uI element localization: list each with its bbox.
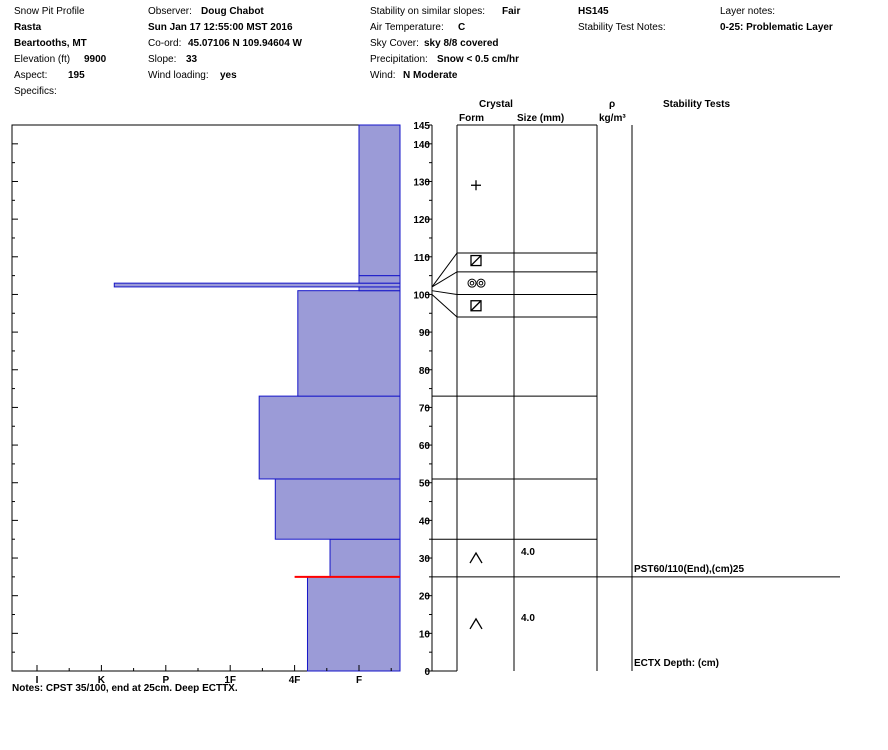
coord-value: 45.07106 N 109.94604 W (188, 38, 302, 49)
crystal-depth-hoar-icon (469, 617, 483, 630)
wind-loading-value: yes (220, 70, 237, 81)
hardness-x-label: 1F (224, 675, 236, 686)
depth-tick-label: 100 (413, 290, 430, 301)
crystal-form-cell (469, 551, 483, 564)
wind-value: N Moderate (403, 70, 458, 81)
stability-tests-header: Stability Tests (663, 99, 731, 110)
profile-title: Snow Pit Profile (14, 6, 85, 17)
crystal-header: Crystal (479, 99, 513, 110)
crystal-rounded-icon (467, 278, 477, 288)
hardness-bar (306, 576, 401, 672)
elevation-label: Elevation (ft) (14, 54, 71, 65)
elevation-value: 9900 (84, 54, 107, 65)
air-temp-label: Air Temperature: (370, 22, 444, 33)
crystal-depth-hoar-icon (469, 551, 483, 564)
notes-text: Notes: CPST 35/100, end at 25cm. Deep EC… (12, 683, 238, 694)
hardness-x-label: F (356, 675, 362, 686)
crystal-form-cell (470, 254, 482, 267)
hardness-bar (113, 282, 401, 288)
sky-cover-value: sky 8/8 covered (424, 38, 499, 49)
form-header: Form (459, 113, 484, 124)
depth-tick-label: 110 (414, 253, 431, 264)
depth-tick-label: 80 (419, 366, 431, 377)
crystal-size-value: 4.0 (521, 613, 535, 624)
depth-tick-label: 40 (419, 516, 431, 527)
stability-notes-label: Stability Test Notes: (578, 22, 666, 33)
hardness-bar (258, 395, 401, 480)
layer-boundary-line (431, 252, 597, 288)
layer-boundary-line (431, 294, 597, 318)
depth-tick-label: 130 (413, 177, 430, 188)
depth-tick-label: 70 (419, 403, 431, 414)
crystal-box-icon (470, 255, 482, 267)
size-header: Size (mm) (517, 113, 565, 124)
stability-value: Fair (502, 6, 521, 17)
crystal-rounded-icon (469, 280, 475, 286)
depth-tick-label: 50 (419, 479, 431, 490)
depth-tick-label: 20 (419, 592, 431, 603)
crystal-form-cell (469, 617, 483, 630)
wind-loading-label: Wind loading: (148, 70, 209, 81)
crystal-rounded-icon (476, 278, 486, 288)
sky-cover-label: Sky Cover: (370, 38, 419, 49)
hs-value: HS145 (578, 6, 609, 17)
crystal-form-cell (471, 180, 481, 191)
wind-label: Wind: (370, 70, 396, 81)
hardness-bar (297, 290, 401, 397)
density-unit: kg/m³ (599, 113, 626, 124)
stability-test-text: ECTX Depth: (cm) (634, 658, 719, 669)
crystal-rounded-icon (478, 280, 484, 286)
precip-label: Precipitation: (370, 54, 428, 65)
slope-value: 33 (186, 54, 198, 65)
hardness-bar (358, 275, 401, 284)
crystal-size-value: 4.0 (521, 547, 535, 558)
hardness-bar (274, 478, 401, 540)
specifics-label: Specifics: (14, 86, 57, 97)
density-symbol: ρ (609, 99, 616, 110)
depth-tick-label: 10 (419, 629, 431, 640)
hardness-bar (358, 286, 401, 292)
crystal-form-cell (467, 278, 486, 288)
observer-value: Doug Chabot (201, 6, 264, 17)
hardness-x-label: K (98, 675, 106, 686)
aspect-label: Aspect: (14, 70, 48, 81)
depth-tick-label: 140 (413, 140, 430, 151)
layer-boundary-line (431, 290, 597, 295)
location-text: Beartooths, MT (14, 38, 87, 49)
layer-note: 0-25: Problematic Layer (720, 22, 833, 33)
depth-tick-label: 90 (419, 328, 431, 339)
depth-tick-label: 60 (419, 441, 431, 452)
hardness-x-label: 4F (289, 675, 301, 686)
stability-label: Stability on similar slopes: (370, 6, 486, 17)
site-name: Rasta (14, 22, 42, 33)
slope-label: Slope: (148, 54, 177, 65)
observation-date: Sun Jan 17 12:55:00 MST 2016 (148, 22, 293, 33)
crystal-box-icon (470, 300, 482, 312)
observer-label: Observer: (148, 6, 192, 17)
hardness-x-label: P (162, 675, 169, 686)
coord-label: Co-ord: (148, 38, 182, 49)
crystal-form-cell (470, 300, 482, 312)
depth-tick-label: 30 (419, 554, 431, 565)
depth-tick-label: 145 (413, 121, 430, 132)
precip-value: Snow < 0.5 cm/hr (437, 54, 519, 65)
hardness-bar (358, 124, 401, 277)
hardness-x-label: I (36, 675, 39, 686)
depth-tick-label: 120 (413, 215, 430, 226)
hardness-bar (329, 538, 401, 578)
stability-test-text: PST60/110(End),(cm)25 (634, 564, 744, 575)
aspect-value: 195 (68, 70, 85, 81)
layer-notes-label: Layer notes: (720, 6, 776, 17)
air-temp-value: C (458, 22, 466, 33)
depth-tick-label: 0 (424, 667, 430, 678)
layer-boundary-line (431, 271, 597, 288)
